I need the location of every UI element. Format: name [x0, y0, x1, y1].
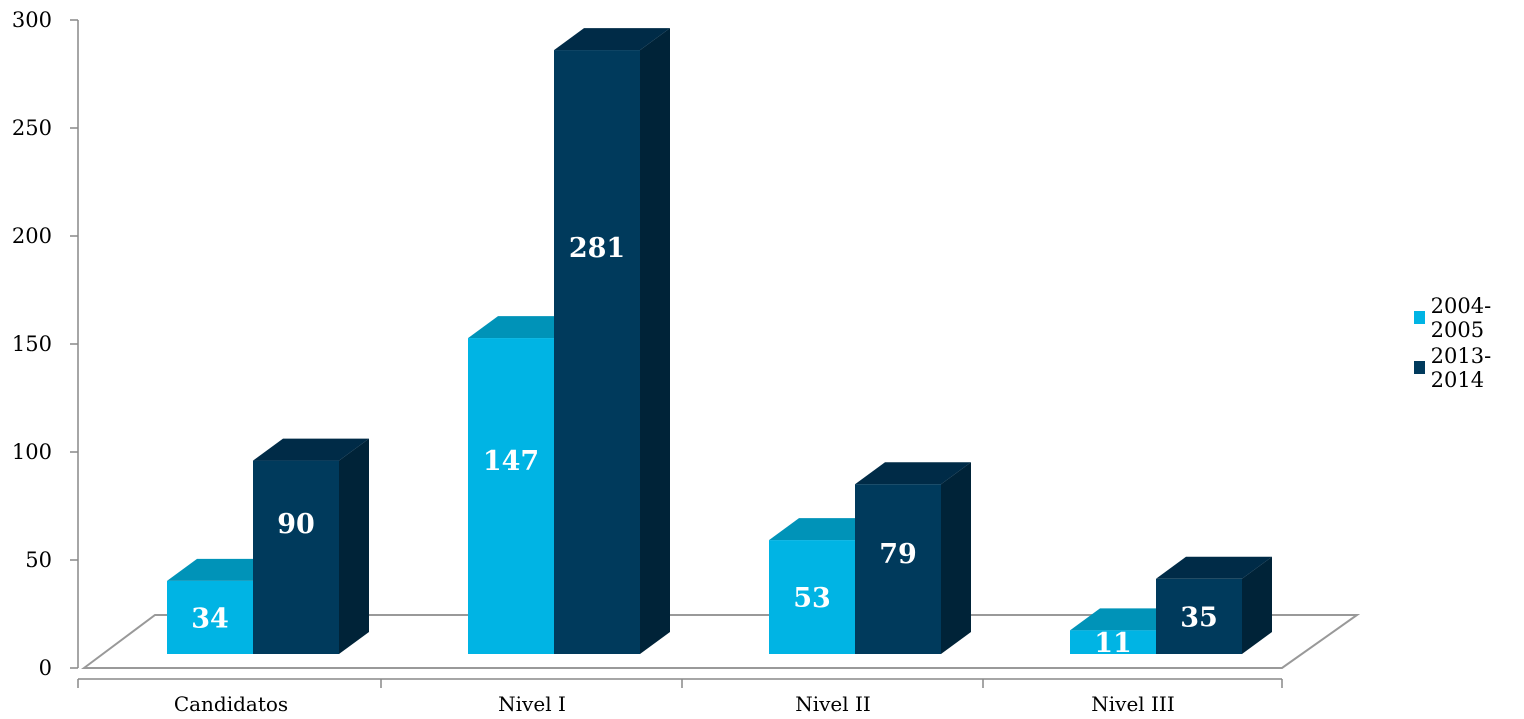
data-labels: 34 90 147 281 53 79 11 35 — [191, 233, 1218, 659]
category-label: Candidatos — [174, 692, 288, 716]
y-tick-label: 0 — [39, 656, 52, 680]
bar-top — [253, 438, 369, 461]
data-label: 281 — [569, 233, 625, 264]
axes — [70, 19, 1283, 688]
bar-top — [855, 462, 971, 485]
category-label: Nivel III — [1091, 692, 1175, 716]
data-label: 34 — [191, 603, 229, 634]
category-labels: Candidatos Nivel I Nivel II Nivel III — [174, 692, 1175, 716]
bar-series-2 — [855, 462, 971, 654]
bar-series-2 — [554, 28, 670, 654]
bar-side — [1242, 556, 1272, 654]
legend-swatch — [1414, 311, 1425, 324]
y-tick-label: 50 — [25, 548, 52, 572]
data-label: 11 — [1094, 628, 1132, 659]
bar-front — [167, 580, 253, 654]
bar-top — [1156, 556, 1272, 579]
bars — [167, 28, 1272, 654]
y-tick-label: 150 — [12, 332, 52, 356]
category-label: Nivel II — [795, 692, 871, 716]
data-label: 90 — [277, 509, 315, 540]
y-tick-labels: 0 50 100 150 200 250 300 — [12, 8, 52, 680]
y-tick-label: 300 — [12, 8, 52, 32]
bar-side — [941, 462, 971, 654]
bar-front — [468, 338, 554, 654]
bar-front — [855, 484, 941, 654]
bar-front — [253, 460, 339, 654]
bar-top — [554, 28, 670, 51]
bar-front — [1156, 578, 1242, 654]
data-label: 147 — [483, 446, 539, 477]
legend-swatch — [1414, 361, 1425, 374]
legend: 2004-2005 2013-2014 — [1414, 294, 1524, 404]
bar-series-2 — [1156, 556, 1272, 654]
y-tick-label: 250 — [12, 116, 52, 140]
legend-label: 2004-2005 — [1430, 293, 1492, 342]
legend-label: 2013-2014 — [1430, 343, 1492, 392]
category-label: Nivel I — [498, 692, 566, 716]
bar-front — [1070, 630, 1156, 654]
legend-item-series-2: 2013-2014 — [1414, 344, 1524, 392]
legend-item-series-1: 2004-2005 — [1414, 294, 1524, 342]
bar-side — [640, 28, 670, 654]
data-label: 53 — [793, 583, 831, 614]
floor-plane — [80, 614, 1361, 669]
bar-front — [554, 50, 640, 654]
data-label: 35 — [1180, 602, 1218, 633]
bar-series-2 — [253, 438, 369, 654]
y-tick-label: 200 — [12, 224, 52, 248]
chart-floor — [80, 614, 1361, 669]
bar-side — [339, 438, 369, 654]
data-label: 79 — [879, 539, 917, 570]
bar-front — [769, 540, 855, 654]
y-tick-label: 100 — [12, 440, 52, 464]
